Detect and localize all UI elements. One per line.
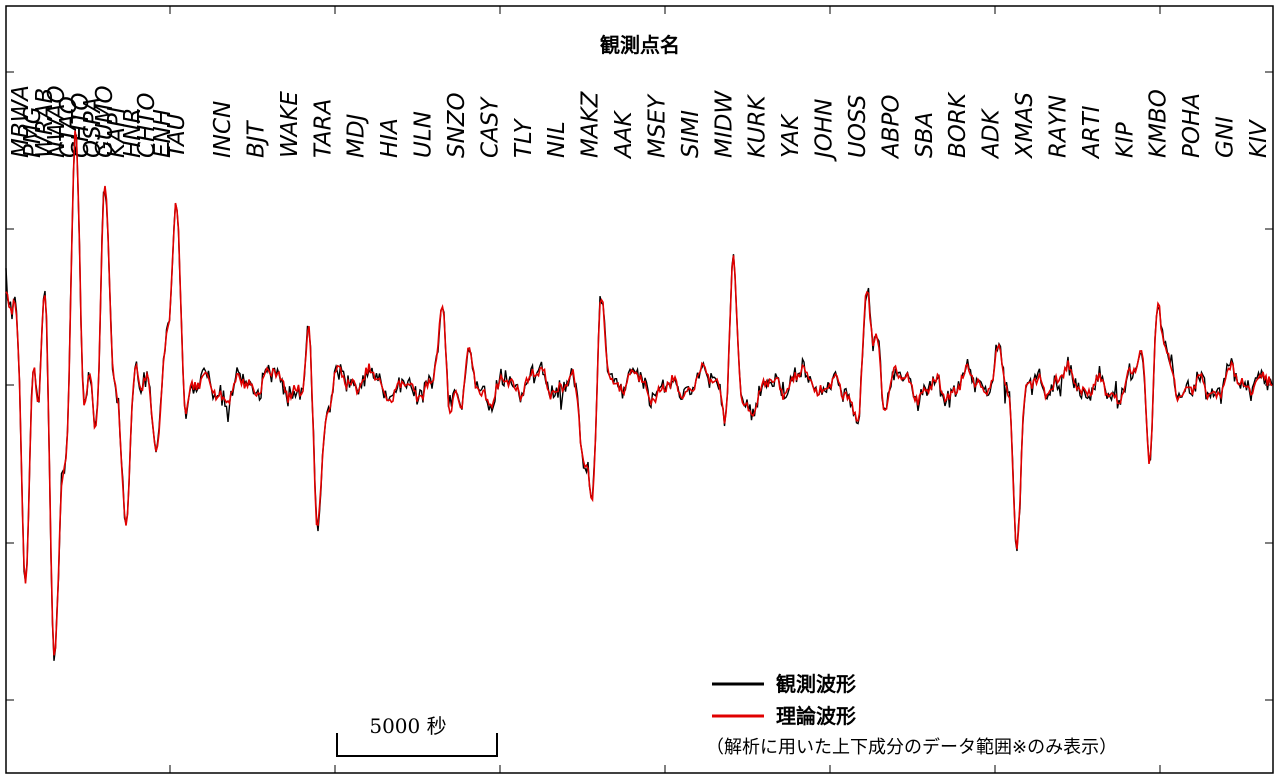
station-label: ARTI <box>1079 105 1105 160</box>
station-label: KAPI <box>104 106 130 158</box>
chart-title: 観測点名 <box>600 33 680 57</box>
station-label: NIL <box>544 121 570 158</box>
axis-ticks <box>6 6 1273 773</box>
station-label: MAKZ <box>578 90 604 158</box>
synthetic-waveform-line <box>5 130 1273 656</box>
data-range-note: （解析に用いた上下成分のデータ範囲※のみ表示） <box>706 737 1117 758</box>
station-label: SBA <box>912 112 938 158</box>
station-label: SIMI <box>678 110 704 158</box>
station-label: ENH <box>150 109 176 158</box>
station-label: AAK <box>611 110 637 160</box>
legend-label-observed: 観測波形 <box>776 672 856 696</box>
scale-bar-label: 5000 秒 <box>369 714 446 738</box>
observed-waveform-line <box>5 134 1273 661</box>
station-label: YAK <box>778 113 804 158</box>
station-label: KURK <box>745 94 771 158</box>
station-label: NWAO <box>44 85 70 158</box>
station-label: KIP <box>1112 122 1138 158</box>
station-label: TLY <box>511 117 537 158</box>
station-label: GNI <box>1213 116 1239 158</box>
station-label: ADK <box>979 108 1005 160</box>
scale-bar-line <box>336 733 498 757</box>
station-label: KMBO <box>1146 89 1172 158</box>
station-label: CHTO <box>68 92 94 158</box>
station-label: BORK <box>945 91 971 158</box>
waveform-series <box>5 130 1273 661</box>
station-label: WRAB <box>32 88 58 158</box>
legend-label-synthetic: 理論波形 <box>776 704 856 728</box>
station-label: QSPA <box>80 97 106 158</box>
station-labels: MBWAPMGWRABNWAOCTAOCHTOQSPAGUMOKAPIHNRCH… <box>8 85 1272 162</box>
station-label: SNZO <box>444 92 470 158</box>
time-scale-bar: 5000 秒 <box>336 714 498 757</box>
station-label: WAKE <box>277 91 303 158</box>
station-label: INCN <box>210 101 236 158</box>
station-label: CHTO <box>134 92 160 158</box>
station-label: ULN <box>411 111 437 158</box>
station-label: JOHN <box>812 99 838 162</box>
station-label: PMG <box>20 106 46 158</box>
station-label: GUMO <box>92 85 118 158</box>
station-label: TARA <box>310 99 336 158</box>
station-label: UOSS <box>845 95 871 158</box>
station-label: XMAS <box>1012 92 1038 159</box>
station-label: ABPO <box>878 95 904 161</box>
station-label: CTAO <box>56 96 82 158</box>
station-label: HIA <box>377 118 403 158</box>
station-label: RAYN <box>1045 95 1071 158</box>
station-label: CASY <box>477 96 503 158</box>
station-label: MIDW <box>711 90 737 158</box>
station-label: HNR <box>120 108 146 158</box>
station-label: MBWA <box>8 85 34 158</box>
legend: 観測波形 理論波形 （解析に用いた上下成分のデータ範囲※のみ表示） <box>706 672 1117 758</box>
station-label: POHA <box>1179 93 1205 158</box>
plot-frame <box>5 5 1274 774</box>
station-label: TAU <box>164 113 190 158</box>
station-label: BJT <box>243 119 269 158</box>
station-label: MDJ <box>344 113 370 158</box>
station-label: MSEY <box>644 93 670 158</box>
station-label: KIV <box>1246 118 1272 158</box>
